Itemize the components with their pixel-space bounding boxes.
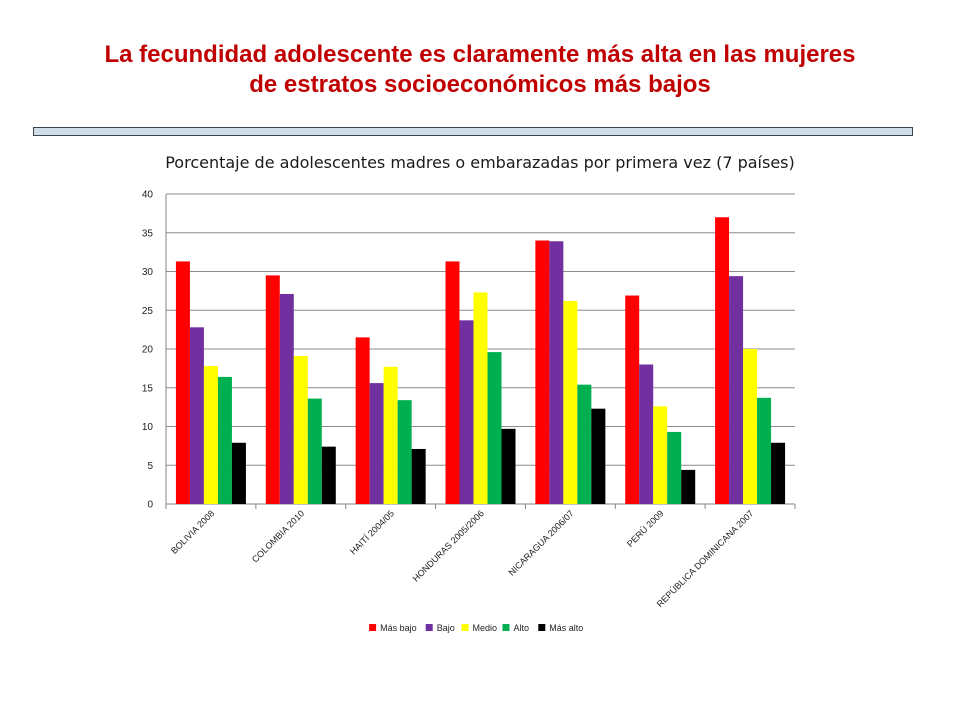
x-category-label: NICARAGUA 2006/07 xyxy=(506,508,575,577)
y-tick-label: 35 xyxy=(142,228,154,239)
y-tick-label: 20 xyxy=(142,345,154,356)
bar[interactable] xyxy=(321,446,336,504)
bar[interactable] xyxy=(355,337,370,504)
legend-label: Alto xyxy=(514,623,530,633)
bar[interactable] xyxy=(639,364,654,505)
bar[interactable] xyxy=(293,355,308,504)
x-category-label: BOLIVIA 2008 xyxy=(169,508,216,555)
bar[interactable] xyxy=(757,397,772,504)
bar[interactable] xyxy=(577,384,592,504)
legend-swatch xyxy=(369,624,377,631)
bar[interactable] xyxy=(487,352,502,504)
bar[interactable] xyxy=(279,293,294,504)
bar[interactable] xyxy=(411,448,426,504)
slide-title-line-1: La fecundidad adolescente es claramente … xyxy=(104,41,856,68)
chart-title: Porcentaje de adolescentes madres o emba… xyxy=(165,153,795,172)
bar[interactable] xyxy=(307,398,322,504)
y-tick-label: 10 xyxy=(142,422,154,433)
x-category-label: REPÚBLICA DOMINICANA 2007 xyxy=(655,508,756,609)
bar[interactable] xyxy=(549,241,564,504)
bar[interactable] xyxy=(625,295,640,504)
bar[interactable] xyxy=(217,376,232,504)
slide-title-line-2: de estratos socioeconómicos más bajos xyxy=(249,71,711,98)
y-tick-label: 30 xyxy=(142,267,154,278)
x-category-label: HAITÍ 2004/05 xyxy=(348,508,396,556)
y-tick-label: 5 xyxy=(147,461,153,472)
bar[interactable] xyxy=(189,327,204,504)
bar[interactable] xyxy=(681,469,696,504)
bar[interactable] xyxy=(265,275,280,504)
bar[interactable] xyxy=(501,428,516,504)
y-tick-label: 25 xyxy=(142,306,154,317)
title-divider xyxy=(33,127,913,136)
y-tick-label: 0 xyxy=(147,500,153,511)
legend-swatch xyxy=(538,624,546,631)
bar[interactable] xyxy=(369,383,384,504)
bar[interactable] xyxy=(591,408,606,504)
bar[interactable] xyxy=(771,442,786,504)
bar[interactable] xyxy=(653,406,668,504)
bar[interactable] xyxy=(743,349,758,504)
bar[interactable] xyxy=(667,431,682,504)
bar[interactable] xyxy=(445,261,460,504)
bar[interactable] xyxy=(459,320,474,504)
legend-label: Más bajo xyxy=(380,623,417,633)
bar[interactable] xyxy=(383,366,398,504)
bar[interactable] xyxy=(563,300,578,504)
bar[interactable] xyxy=(397,400,412,504)
bar[interactable] xyxy=(535,240,550,505)
bar[interactable] xyxy=(715,217,730,504)
y-tick-label: 15 xyxy=(142,383,154,394)
bar[interactable] xyxy=(729,276,744,504)
legend-swatch xyxy=(502,624,510,631)
x-category-label: HONDURAS 2005/2006 xyxy=(411,508,486,583)
x-category-label: PERÚ 2009 xyxy=(625,508,666,549)
bar[interactable] xyxy=(231,442,246,504)
legend-label: Bajo xyxy=(437,623,455,633)
legend-swatch xyxy=(461,624,469,631)
bar[interactable] xyxy=(473,292,488,504)
y-tick-label: 40 xyxy=(142,190,154,201)
legend-label: Medio xyxy=(473,623,498,633)
bar[interactable] xyxy=(203,366,218,504)
slide-title: La fecundidad adolescente es claramente … xyxy=(30,40,930,100)
legend-label: Más alto xyxy=(549,623,583,633)
bar[interactable] xyxy=(175,261,190,504)
x-category-label: COLOMBIA 2010 xyxy=(250,508,306,564)
legend-swatch xyxy=(425,624,433,631)
